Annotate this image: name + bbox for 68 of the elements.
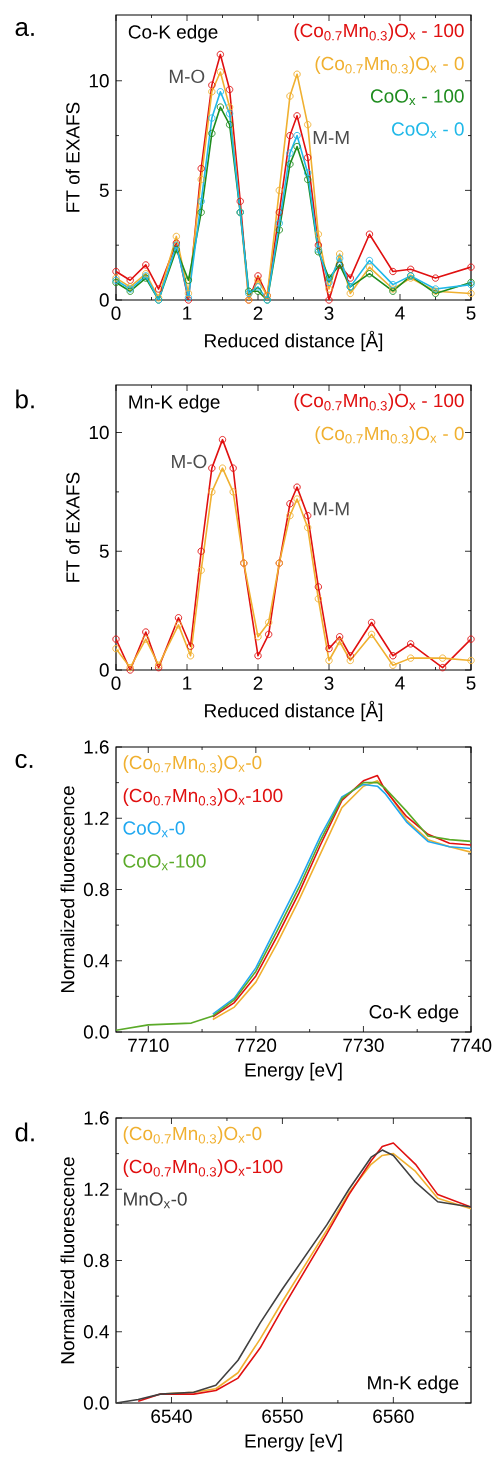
y-tick-label: 5 (99, 544, 109, 558)
x-tick-label: 5 (466, 676, 476, 690)
annotation: M-O (172, 454, 207, 469)
annotation: Mn-K edge (129, 394, 220, 413)
text: (Co$_{0.7}$Mn$_{0.3}$)O$_{x}$ - 100 (294, 393, 464, 411)
x-tick-label: 4 (395, 676, 405, 690)
text: MnO$_{x}$-0 (124, 1192, 187, 1209)
x-tick-label: 0 (111, 306, 121, 320)
annotation: Mn-K edge (368, 1375, 459, 1394)
y-tick-label: 5 (99, 183, 109, 197)
x-tick-label: 3 (324, 676, 334, 690)
x-tick-label: 2 (253, 306, 263, 320)
y-axis-title: FT of EXAFS (65, 102, 80, 212)
annotation: M-M (313, 502, 349, 516)
y-tick-label: 1.6 (84, 1111, 109, 1125)
x-tick-label: 1 (183, 676, 192, 690)
chart-title: b. (16, 389, 34, 409)
text: (Co$_{0.7}$Mn$_{0.3}$)O$_{x}$-100 (123, 788, 283, 806)
text: (Co$_{0.7}$Mn$_{0.3}$)O$_{x}$ - 0 (315, 426, 464, 444)
x-tick-label: 5 (466, 306, 476, 320)
y-tick-label: 1.2 (84, 1182, 109, 1196)
y-tick-label: 10 (89, 74, 109, 88)
x-axis-title: Energy [eV] (245, 1062, 342, 1081)
y-tick-label: 0.4 (83, 1325, 109, 1339)
annotation: M-O (169, 69, 205, 84)
y-axis-title: Normalized fluorescence (60, 1157, 75, 1364)
text: (Co$_{0.7}$Mn$_{0.3}$)O$_{x}$ - 100 (294, 23, 464, 41)
series-label: (Co$_{0.7}$Mn$_{0.3}$)O$_{x}$ - 0 (315, 56, 464, 74)
chart-title: d. (15, 1122, 34, 1142)
chart-title: c. (15, 753, 33, 769)
text: CoO$_{x}$ - 0 (392, 122, 464, 139)
chart-title: a. (15, 21, 34, 37)
y-axis-title: FT of EXAFS (65, 472, 80, 582)
annotation: M-M (313, 131, 349, 145)
x-tick-label: 7710 (128, 1038, 169, 1052)
y-tick-label: 0.8 (83, 1253, 109, 1268)
x-tick-label: 7740 (450, 1038, 492, 1052)
y-tick-label: 0.0 (83, 1025, 109, 1039)
y-axis-title: Normalized fluorescence (60, 786, 75, 993)
annotation: Co-K edge (128, 24, 218, 43)
x-tick-label: 6560 (373, 1409, 414, 1423)
y-tick-label: 1.6 (84, 740, 109, 754)
x-axis-title: Energy [eV] (245, 1433, 342, 1452)
text: (Co$_{0.7}$Mn$_{0.3}$)O$_{x}$-100 (123, 1159, 283, 1177)
x-tick-label: 1 (183, 306, 192, 320)
y-tick-label: 1.2 (84, 811, 109, 825)
x-tick-label: 4 (395, 306, 405, 320)
text: (Co$_{0.7}$Mn$_{0.3}$)O$_{x}$-0 (123, 1126, 262, 1144)
y-tick-label: 0 (99, 293, 109, 307)
text: CoO$_{x}$-0 (123, 821, 185, 838)
x-axis-title: Reduced distance [Å] (205, 700, 383, 722)
x-tick-label: 3 (324, 306, 334, 320)
annotation: Co-K edge (369, 1004, 459, 1023)
y-tick-label: 10 (89, 425, 109, 440)
y-tick-label: 0.4 (83, 954, 109, 968)
x-tick-label: 2 (253, 676, 263, 690)
y-tick-label: 0 (99, 663, 109, 677)
x-tick-label: 7730 (343, 1038, 384, 1052)
y-tick-label: 0.0 (83, 1396, 109, 1410)
x-tick-label: 7720 (235, 1038, 277, 1052)
y-tick-label: 0.8 (83, 882, 109, 897)
text: CoO$_{x}$ - 100 (370, 89, 464, 106)
text: CoO$_{x}$-100 (123, 854, 206, 871)
text: (Co$_{0.7}$Mn$_{0.3}$)O$_{x}$-0 (123, 755, 262, 773)
x-tick-label: 6540 (151, 1409, 192, 1423)
x-tick-label: 0 (111, 676, 121, 690)
x-axis-title: Reduced distance [Å] (205, 330, 383, 352)
x-tick-label: 6550 (262, 1409, 303, 1423)
